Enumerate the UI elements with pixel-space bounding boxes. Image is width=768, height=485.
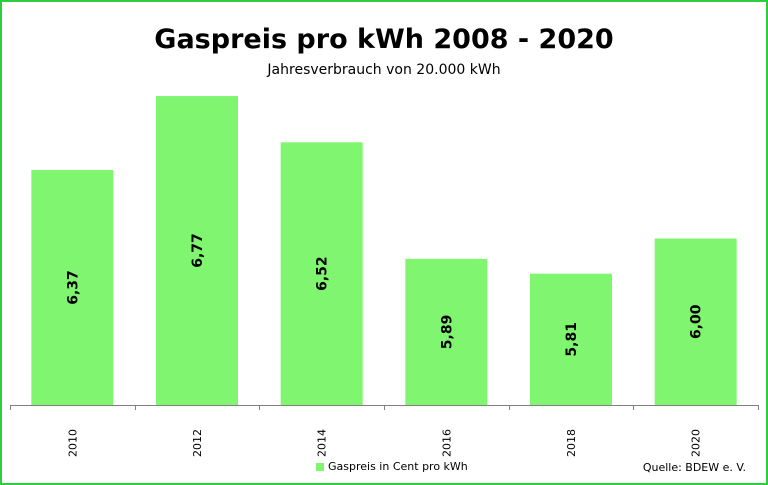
data-label: 5,89	[439, 315, 455, 350]
legend-swatch	[316, 462, 324, 471]
bar	[156, 96, 238, 406]
x-tick-label: 2014	[316, 429, 329, 457]
x-tick-label: 2012	[191, 429, 204, 457]
x-tick-label: 2016	[440, 429, 453, 457]
x-tick-label: 2018	[565, 429, 578, 457]
bar	[530, 273, 612, 405]
x-tick-label: 2010	[66, 429, 79, 457]
x-tick-label: 2020	[690, 429, 703, 457]
legend-label: Gaspreis in Cent pro kWh	[328, 460, 468, 473]
bar	[405, 258, 488, 405]
source-note: Quelle: BDEW e. V.	[642, 461, 746, 474]
data-label: 6,37	[65, 270, 81, 305]
data-label: 6,00	[689, 304, 705, 339]
data-label: 5,81	[564, 322, 580, 357]
data-label: 6,52	[315, 256, 331, 291]
bar	[280, 142, 363, 406]
data-label: 6,77	[190, 233, 206, 268]
bar	[654, 238, 737, 405]
chart-title: Gaspreis pro kWh 2008 - 2020	[154, 24, 614, 55]
legend: Gaspreis in Cent pro kWh	[316, 460, 468, 473]
chart-subtitle: Jahresverbrauch von 20.000 kWh	[267, 62, 501, 78]
bar	[31, 170, 114, 405]
